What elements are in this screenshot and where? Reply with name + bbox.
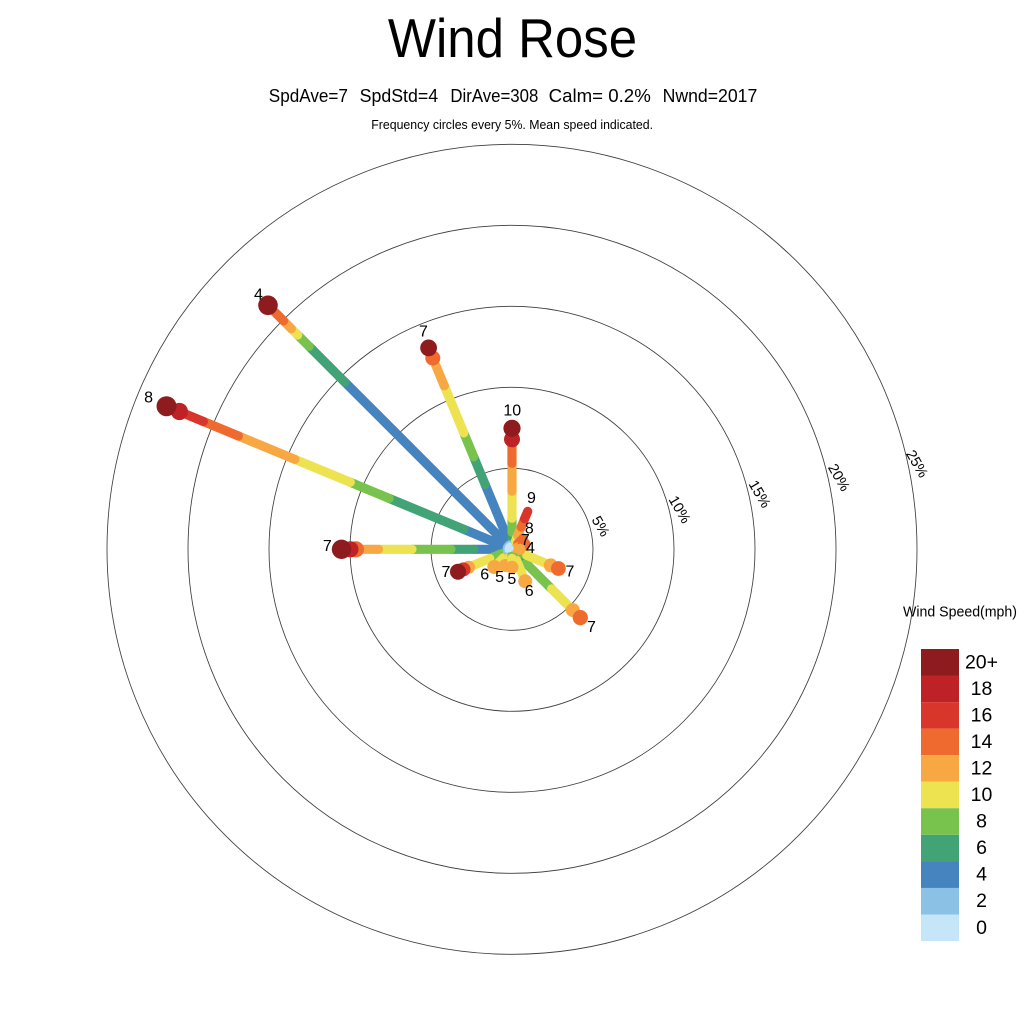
svg-text:5: 5 xyxy=(495,569,504,586)
svg-text:Frequency circles every 5%. Me: Frequency circles every 5%. Mean speed i… xyxy=(371,118,653,132)
svg-text:8: 8 xyxy=(144,390,153,407)
svg-text:Wind Speed(mph): Wind Speed(mph) xyxy=(903,604,1017,621)
svg-text:16: 16 xyxy=(971,704,993,726)
svg-text:7: 7 xyxy=(323,538,332,555)
svg-text:7: 7 xyxy=(442,564,451,581)
svg-text:18: 18 xyxy=(971,678,993,700)
svg-text:4: 4 xyxy=(254,287,263,304)
svg-text:10: 10 xyxy=(503,403,521,420)
svg-text:7: 7 xyxy=(566,563,575,580)
svg-text:4: 4 xyxy=(976,864,987,886)
svg-text:SpdAve=7: SpdAve=7 xyxy=(269,85,348,106)
svg-text:Calm= 0.2%: Calm= 0.2% xyxy=(549,85,651,106)
svg-text:Nwnd=2017: Nwnd=2017 xyxy=(663,85,758,106)
svg-text:25%: 25% xyxy=(902,448,930,481)
svg-text:4: 4 xyxy=(526,540,535,557)
svg-text:6: 6 xyxy=(480,567,489,584)
svg-text:20+: 20+ xyxy=(965,651,998,673)
svg-text:0: 0 xyxy=(976,917,987,939)
svg-text:9: 9 xyxy=(527,490,536,507)
svg-text:5: 5 xyxy=(507,571,516,588)
svg-text:7: 7 xyxy=(587,619,596,636)
svg-text:14: 14 xyxy=(971,731,993,753)
svg-text:SpdStd=4: SpdStd=4 xyxy=(360,85,439,106)
svg-text:12: 12 xyxy=(971,758,993,780)
svg-text:10: 10 xyxy=(971,784,993,806)
svg-text:7: 7 xyxy=(419,324,428,341)
svg-text:8: 8 xyxy=(976,811,987,833)
svg-text:2: 2 xyxy=(976,890,987,912)
svg-text:6: 6 xyxy=(976,837,987,859)
svg-text:6: 6 xyxy=(525,583,534,600)
svg-text:DirAve=308: DirAve=308 xyxy=(450,85,538,106)
svg-text:8: 8 xyxy=(525,520,534,537)
svg-text:7: 7 xyxy=(521,532,530,549)
svg-text:Wind Rose: Wind Rose xyxy=(388,7,637,69)
